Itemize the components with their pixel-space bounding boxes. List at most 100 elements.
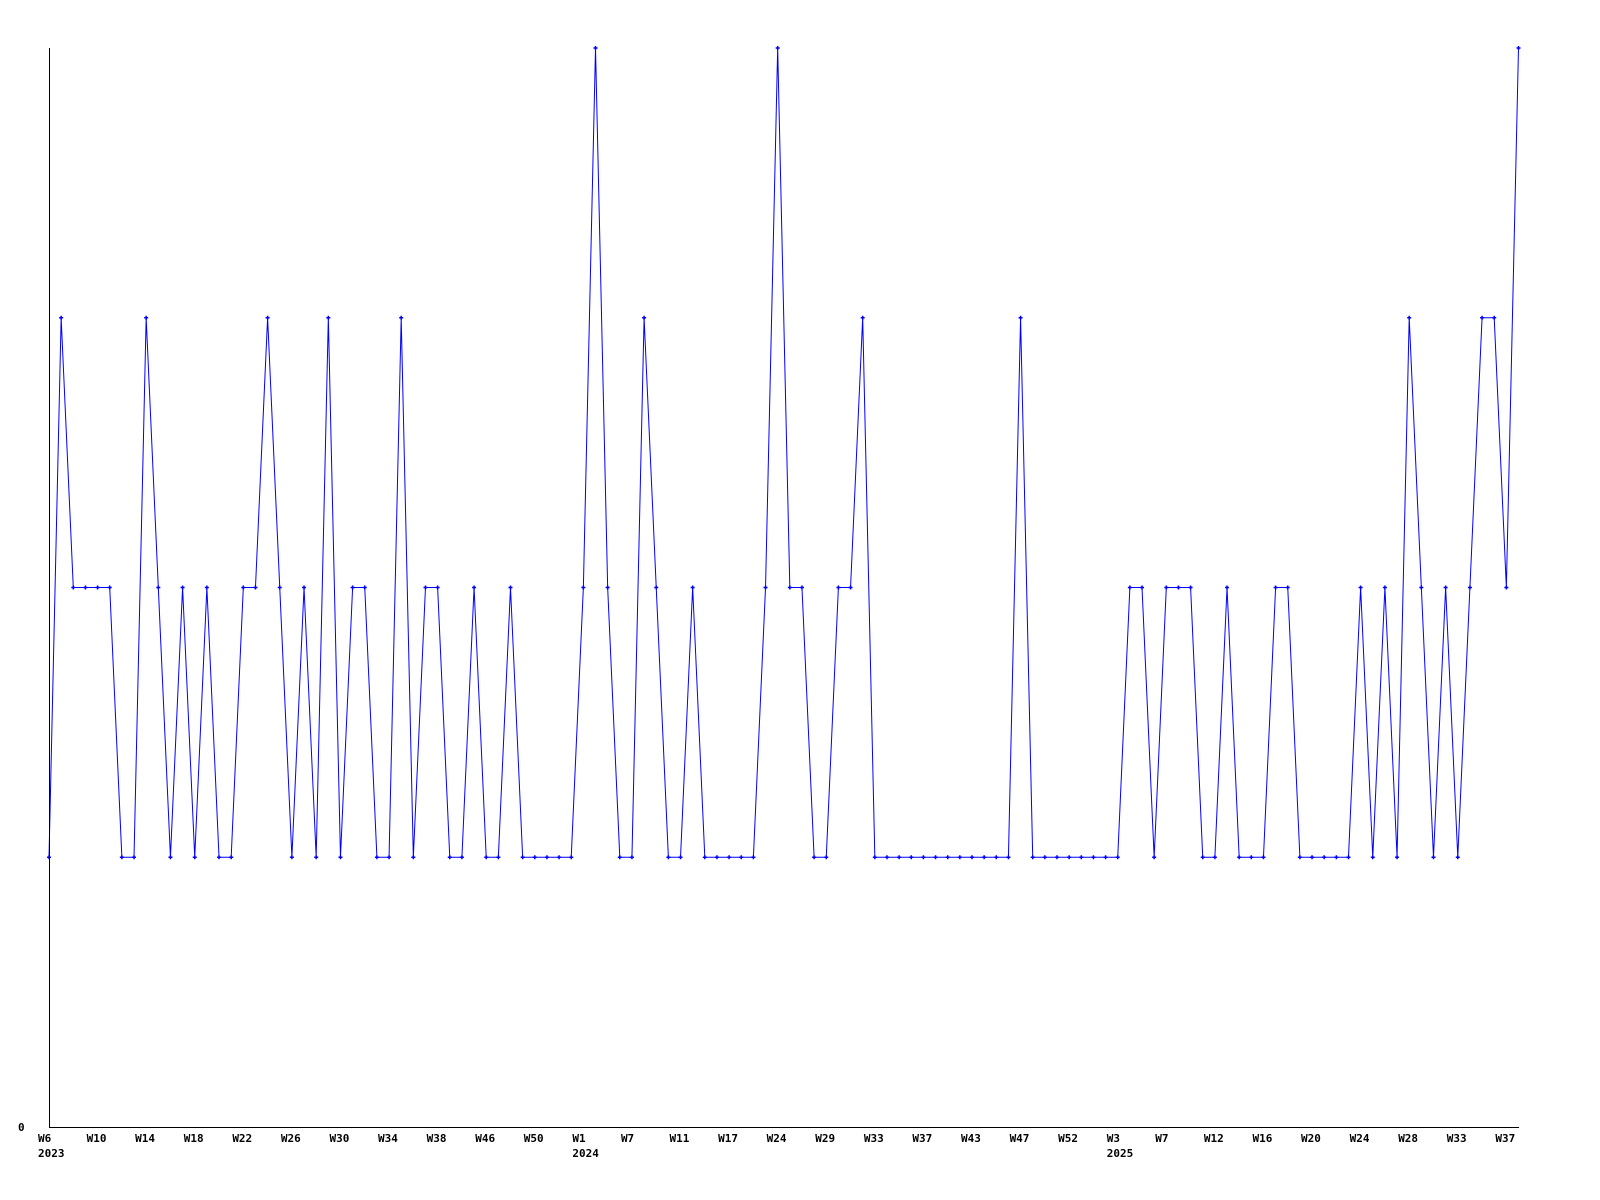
data-point (1431, 855, 1436, 860)
data-point (1225, 585, 1230, 590)
data-point (1261, 855, 1266, 860)
data-point (484, 855, 489, 860)
data-point (1310, 855, 1315, 860)
series-marks (47, 46, 1521, 860)
x-tick-label: W12 (1204, 1132, 1224, 1145)
data-point (1346, 855, 1351, 860)
data-point (702, 855, 707, 860)
data-point (727, 855, 732, 860)
data-point (945, 855, 950, 860)
data-point (897, 855, 902, 860)
data-point (59, 315, 64, 320)
data-point (1237, 855, 1242, 860)
data-point (168, 855, 173, 860)
data-point (265, 315, 270, 320)
data-point (302, 585, 307, 590)
data-point (557, 855, 562, 860)
data-point (690, 585, 695, 590)
data-point (1419, 585, 1424, 590)
data-point (1042, 855, 1047, 860)
x-tick-label: W29 (815, 1132, 835, 1145)
data-point (1212, 855, 1217, 860)
data-point (241, 585, 246, 590)
data-point (1079, 855, 1084, 860)
data-point (982, 855, 987, 860)
data-point (1273, 585, 1278, 590)
data-point (1492, 315, 1497, 320)
x-tick-label: W1 (572, 1132, 586, 1145)
data-point (1480, 315, 1485, 320)
data-point (969, 855, 974, 860)
data-point (629, 855, 634, 860)
x-tick-label: W43 (961, 1132, 981, 1145)
data-point (957, 855, 962, 860)
data-point (1200, 855, 1205, 860)
x-tick-label: W14 (135, 1132, 155, 1145)
data-point (1006, 855, 1011, 860)
year-label: 2023 (38, 1147, 65, 1160)
data-point (812, 855, 817, 860)
x-tick-label: W17 (718, 1132, 738, 1145)
data-point (399, 315, 404, 320)
data-point (775, 46, 780, 50)
data-point (581, 585, 586, 590)
data-point (289, 855, 294, 860)
data-point (617, 855, 622, 860)
data-point (156, 585, 161, 590)
data-point (921, 855, 926, 860)
x-tick-label: W22 (232, 1132, 252, 1145)
data-point (544, 855, 549, 860)
data-point (447, 855, 452, 860)
data-point (1370, 855, 1375, 860)
data-point (229, 855, 234, 860)
data-point (1455, 855, 1460, 860)
data-point (569, 855, 574, 860)
data-point (666, 855, 671, 860)
data-point (1322, 855, 1327, 860)
data-point (1176, 585, 1181, 590)
data-point (253, 585, 258, 590)
data-point (751, 855, 756, 860)
data-point (860, 315, 865, 320)
data-point (593, 46, 598, 50)
data-point (1030, 855, 1035, 860)
data-point (714, 855, 719, 860)
data-point (654, 585, 659, 590)
data-point (520, 855, 525, 860)
data-point (132, 855, 137, 860)
x-tick-label: W7 (1155, 1132, 1168, 1145)
x-tick-label: W16 (1252, 1132, 1272, 1145)
data-point (1091, 855, 1096, 860)
data-point (1382, 585, 1387, 590)
x-tick-label: W24 (1350, 1132, 1370, 1145)
data-point (1018, 315, 1023, 320)
data-point (362, 585, 367, 590)
data-point (1334, 855, 1339, 860)
data-point (532, 855, 537, 860)
data-point (994, 855, 999, 860)
data-point (1407, 315, 1412, 320)
data-point (326, 315, 331, 320)
data-point (180, 585, 185, 590)
data-point (435, 585, 440, 590)
x-tick-label: W3 (1107, 1132, 1120, 1145)
year-label: 2025 (1107, 1147, 1134, 1160)
data-point (1516, 46, 1521, 50)
data-point (144, 315, 149, 320)
x-tick-label: W50 (524, 1132, 544, 1145)
data-point (1152, 855, 1157, 860)
data-point (1127, 585, 1132, 590)
data-point (739, 855, 744, 860)
data-point (1358, 585, 1363, 590)
data-point (836, 585, 841, 590)
data-point (872, 855, 877, 860)
x-tick-label: W38 (427, 1132, 447, 1145)
x-tick-label: W37 (912, 1132, 932, 1145)
data-point (508, 585, 513, 590)
data-point (217, 855, 222, 860)
data-point (933, 855, 938, 860)
series-line (48, 47, 1519, 858)
data-point (387, 855, 392, 860)
data-point (1467, 585, 1472, 590)
